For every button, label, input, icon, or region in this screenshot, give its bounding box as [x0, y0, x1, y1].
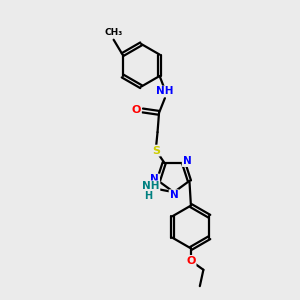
Text: O: O [186, 256, 196, 266]
Text: N: N [183, 156, 191, 166]
Text: CH₃: CH₃ [104, 28, 123, 37]
Text: H: H [144, 191, 152, 201]
Text: NH: NH [142, 181, 159, 191]
Text: N: N [150, 174, 159, 184]
Text: S: S [152, 146, 160, 156]
Text: NH: NH [156, 86, 174, 96]
Text: N: N [169, 190, 178, 200]
Text: O: O [131, 106, 141, 116]
